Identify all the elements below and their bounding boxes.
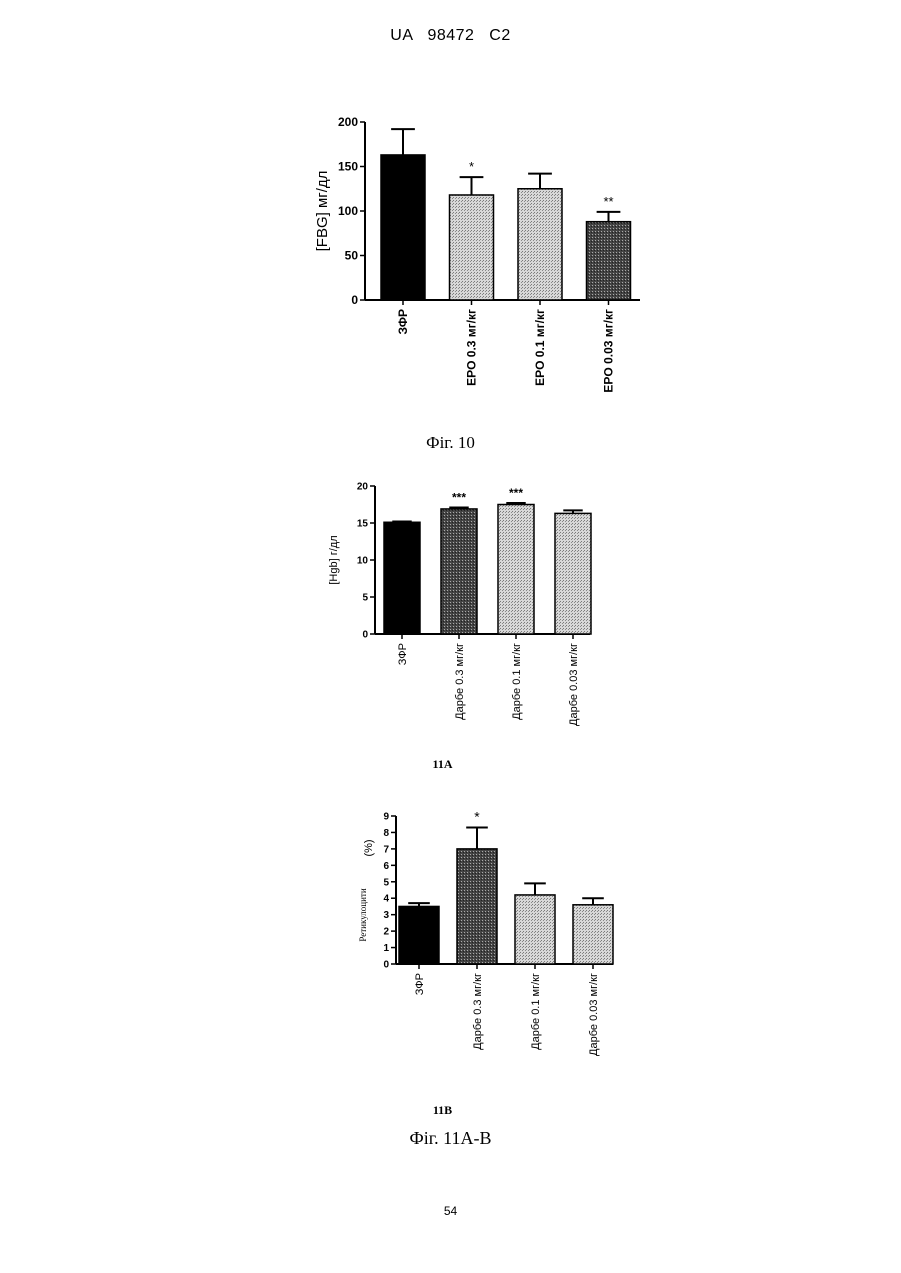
bar bbox=[555, 513, 591, 634]
y-tick-label: 100 bbox=[338, 204, 358, 218]
bar bbox=[498, 505, 534, 635]
y-tick-label: 50 bbox=[345, 249, 359, 263]
x-category-label: Дарбе 0.03 мг/кг bbox=[588, 973, 600, 1056]
figure-caption-10: Фіг. 10 bbox=[0, 433, 901, 453]
bar bbox=[518, 189, 562, 300]
page-number: 54 bbox=[0, 1204, 901, 1218]
bar bbox=[515, 895, 555, 964]
y-tick-label: 150 bbox=[338, 160, 358, 174]
chart-fig11b: 0 1 2 3 4 5 6 7 8 9 Ретикулоцити (%) ЗФР * Дарбе 0.3 м… bbox=[340, 805, 630, 1090]
significance-marker: * bbox=[474, 809, 480, 825]
x-category-label: ЗФР bbox=[397, 643, 409, 665]
y-tick-label: 0 bbox=[383, 960, 389, 971]
y-tick-label: 8 bbox=[383, 828, 389, 839]
x-category-label: Дарбе 0.3 мг/кг bbox=[454, 643, 466, 720]
y-axis-label: Ретикулоцити bbox=[358, 888, 368, 942]
y-axis-unit: (%) bbox=[363, 839, 375, 856]
bar bbox=[381, 155, 425, 300]
y-tick-label: 4 bbox=[383, 894, 389, 905]
chart-fig10: 0 50 100 150 200 [FBG] мг/дл ЗФР * EPO 0.3 мг/кг… bbox=[300, 110, 660, 420]
subfigure-caption-11a: 11A bbox=[0, 757, 893, 772]
y-tick-label: 20 bbox=[357, 482, 369, 493]
bar bbox=[573, 905, 613, 964]
bar bbox=[450, 195, 494, 300]
y-tick-label: 9 bbox=[383, 812, 389, 823]
bar bbox=[457, 849, 497, 964]
patent-header: UA 98472 C2 bbox=[0, 27, 901, 45]
x-category-label: EPO 0.1 мг/кг bbox=[533, 309, 547, 386]
y-tick-label: 7 bbox=[383, 844, 389, 855]
x-category-label: EPO 0.03 мг/кг bbox=[602, 309, 616, 393]
x-category-label: Дарбе 0.1 мг/кг bbox=[530, 973, 542, 1050]
significance-marker: *** bbox=[452, 490, 466, 504]
bar bbox=[587, 222, 631, 300]
y-tick-label: 200 bbox=[338, 115, 358, 129]
significance-marker: * bbox=[469, 159, 474, 174]
y-axis-label: [Hgb] г/дл bbox=[328, 535, 340, 584]
x-category-label: Дарбе 0.03 мг/кг bbox=[568, 643, 580, 726]
y-tick-label: 6 bbox=[383, 861, 389, 872]
bar bbox=[384, 522, 420, 634]
significance-marker: *** bbox=[509, 486, 523, 500]
y-tick-label: 3 bbox=[383, 910, 389, 921]
y-tick-label: 5 bbox=[383, 877, 389, 888]
y-tick-label: 2 bbox=[383, 927, 389, 938]
y-tick-label: 5 bbox=[362, 593, 368, 604]
bar bbox=[441, 509, 477, 634]
x-category-label: ЗФР bbox=[396, 309, 410, 334]
x-category-label: Дарбе 0.3 мг/кг bbox=[472, 973, 484, 1050]
x-category-label: EPO 0.3 мг/кг bbox=[465, 309, 479, 386]
y-tick-label: 0 bbox=[362, 630, 368, 641]
significance-marker: ** bbox=[603, 194, 613, 209]
y-tick-label: 0 bbox=[351, 293, 358, 307]
bar bbox=[399, 906, 439, 964]
subfigure-caption-11b: 11B bbox=[0, 1103, 893, 1118]
y-axis-label: [FBG] мг/дл bbox=[314, 171, 331, 252]
x-category-label: Дарбе 0.1 мг/кг bbox=[511, 643, 523, 720]
y-tick-label: 10 bbox=[357, 556, 369, 567]
y-tick-label: 15 bbox=[357, 519, 369, 530]
chart-fig11a: 0 5 10 15 20 [Hgb] г/дл ЗФР *** Дарбе 0.3 мг/кг *… bbox=[320, 475, 600, 755]
x-category-label: ЗФР bbox=[414, 973, 426, 995]
figure-caption-11: Фіг. 11А-В bbox=[0, 1128, 901, 1149]
y-tick-label: 1 bbox=[383, 943, 389, 954]
